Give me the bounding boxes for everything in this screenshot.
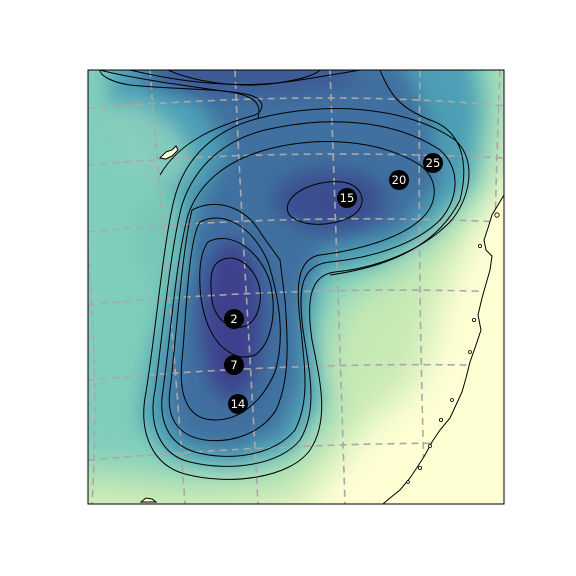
- contour-label-14: 14: [228, 394, 248, 414]
- contour-label-marker: [389, 170, 409, 190]
- contour-label-2: 2: [224, 309, 244, 329]
- contour-label-text: 2: [230, 312, 237, 326]
- contour-label-25: 25: [423, 153, 443, 173]
- ridge-streak: [100, 100, 195, 190]
- contour-label-group: 2 7 14 15 20 25: [224, 153, 443, 414]
- contour-label-marker: [423, 153, 443, 173]
- coastline-east: [382, 194, 504, 504]
- contour-label-7: 7: [224, 355, 244, 375]
- contour-label-15: 15: [337, 188, 357, 208]
- map-frame: [87, 69, 505, 505]
- contour-label-20: 20: [389, 170, 409, 190]
- graticule: [88, 70, 504, 504]
- deepest-basin-north: [275, 170, 385, 230]
- map-area: [88, 70, 504, 504]
- contour-label-text: 14: [231, 397, 246, 411]
- coastal-islands: [406, 212, 500, 484]
- contour-label-text: 7: [230, 358, 237, 372]
- contour-label-marker: [228, 394, 248, 414]
- contour-label-marker: [337, 188, 357, 208]
- contour-label-text: 25: [426, 156, 441, 170]
- deepest-basin-top: [140, 70, 360, 95]
- contour-label-text: 20: [392, 173, 407, 187]
- island-fragment-south: [139, 497, 158, 503]
- contour-label-text: 15: [340, 191, 355, 205]
- island-jan-mayen: [158, 145, 179, 160]
- contour-label-marker: [224, 355, 244, 375]
- contour-label-marker: [224, 309, 244, 329]
